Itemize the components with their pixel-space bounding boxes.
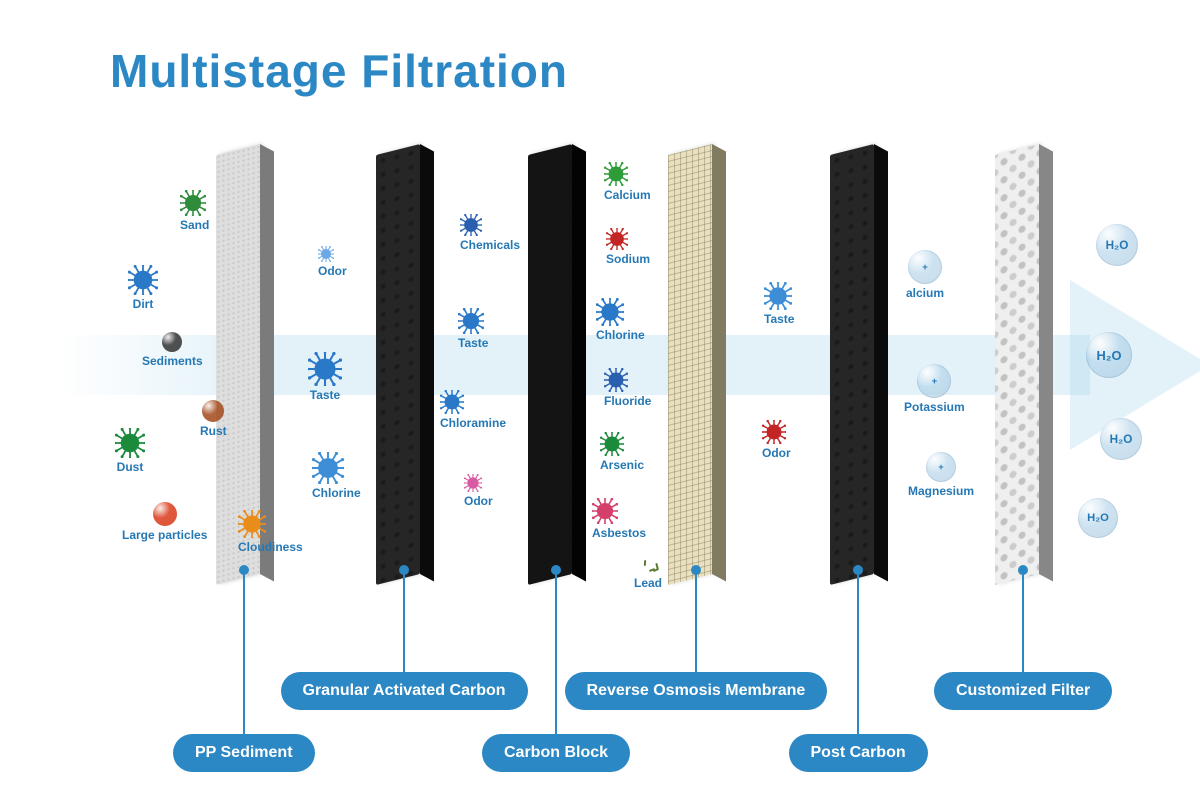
- particle-label: Asbestos: [592, 526, 646, 540]
- particle-large-particles: Large particles: [122, 502, 207, 542]
- particle-label: Potassium: [904, 400, 965, 414]
- particle-arsenic: Arsenic: [600, 432, 644, 472]
- filter-slab-4: [830, 144, 874, 585]
- particle-label: Chemicals: [460, 238, 520, 252]
- filter-label-5: Customized Filter: [934, 672, 1112, 710]
- filter-slab-3: [668, 144, 712, 585]
- output-bubble: H₂O: [1096, 224, 1138, 268]
- filter-slab-5: [995, 144, 1039, 585]
- output-bubble: H₂O: [1086, 332, 1132, 380]
- particle-sand: Sand: [180, 190, 209, 232]
- filtration-stage: Sand Dirt Sediments Rust Dust Large part…: [60, 150, 1160, 580]
- particle-chemicals: Chemicals: [460, 214, 520, 252]
- particle-label: Odor: [318, 264, 347, 278]
- particle-label: Fluoride: [604, 394, 651, 408]
- particle-sediments: Sediments: [142, 332, 203, 368]
- filter-slab-1: [376, 144, 420, 585]
- filter-label-2: Carbon Block: [482, 734, 630, 772]
- filter-label-0: PP Sediment: [173, 734, 315, 772]
- filter-connector-4: [857, 570, 859, 734]
- particle-magnesium: + Magnesium: [908, 452, 974, 498]
- particle-dirt: Dirt: [128, 265, 158, 311]
- particle-label: Rust: [200, 424, 227, 438]
- particle-label: Sediments: [142, 354, 203, 368]
- particle-label: Taste: [458, 336, 488, 350]
- particle-odor: Odor: [318, 246, 347, 278]
- particle-label: Odor: [464, 494, 493, 508]
- particle-label: Lead: [634, 576, 662, 590]
- particle-taste: Taste: [764, 282, 794, 326]
- filter-connector-2: [555, 570, 557, 734]
- filter-label-1: Granular Activated Carbon: [281, 672, 528, 710]
- particle-calcium: Calcium: [604, 162, 651, 202]
- particle-label: Sand: [180, 218, 209, 232]
- output-bubble: H₂O: [1078, 498, 1118, 540]
- particle-chlorine: Chlorine: [312, 452, 361, 500]
- filter-label-4: Post Carbon: [789, 734, 928, 772]
- particle-odor: Odor: [762, 420, 791, 460]
- particle-label: Arsenic: [600, 458, 644, 472]
- particle-label: alcium: [906, 286, 944, 300]
- particle-label: Dirt: [128, 297, 158, 311]
- particle-potassium: + Potassium: [904, 364, 965, 414]
- particle-chloramine: Chloramine: [440, 390, 506, 430]
- particle-odor: Odor: [464, 474, 493, 508]
- particle-label: Taste: [308, 388, 342, 402]
- particle-label: Chlorine: [312, 486, 361, 500]
- particle-cloudiness: Cloudiness: [238, 510, 303, 554]
- particle-lead: Lead: [634, 562, 662, 590]
- particle-fluoride: Fluoride: [604, 368, 651, 408]
- particle-label: Dust: [115, 460, 145, 474]
- particle-rust: Rust: [200, 400, 227, 438]
- particle-label: Odor: [762, 446, 791, 460]
- particle-label: Sodium: [606, 252, 650, 266]
- particle-label: Magnesium: [908, 484, 974, 498]
- filter-connector-3: [695, 570, 697, 672]
- particle-label: Cloudiness: [238, 540, 303, 554]
- particle-dust: Dust: [115, 428, 145, 474]
- filter-label-3: Reverse Osmosis Membrane: [565, 672, 828, 710]
- page-title: Multistage Filtration: [110, 44, 568, 98]
- particle-label: Large particles: [122, 528, 207, 542]
- particle-label: Calcium: [604, 188, 651, 202]
- particle-label: Taste: [764, 312, 794, 326]
- filter-connector-1: [403, 570, 405, 672]
- particle-label: Chloramine: [440, 416, 506, 430]
- filter-connector-5: [1022, 570, 1024, 672]
- output-bubble: H₂O: [1100, 418, 1142, 462]
- particle-taste: Taste: [458, 308, 488, 350]
- particle-taste: Taste: [308, 352, 342, 402]
- filter-slab-2: [528, 144, 572, 585]
- particle-label: Chlorine: [596, 328, 645, 342]
- filter-connector-0: [243, 570, 245, 734]
- particle-asbestos: Asbestos: [592, 498, 646, 540]
- particle-alcium: + alcium: [906, 250, 944, 300]
- particle-chlorine: Chlorine: [596, 298, 645, 342]
- particle-sodium: Sodium: [606, 228, 650, 266]
